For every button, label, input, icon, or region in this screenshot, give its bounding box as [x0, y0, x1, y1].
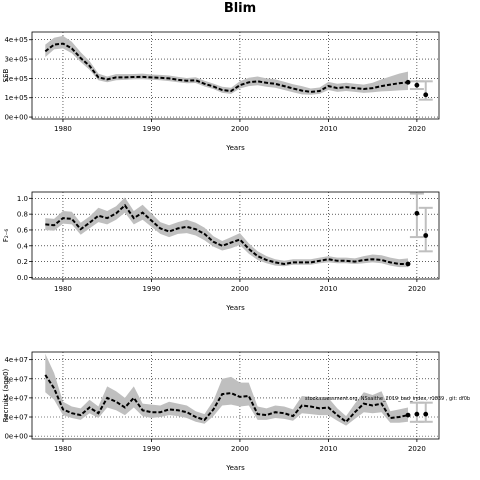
- ssb-xaxis-label: Years: [225, 144, 245, 152]
- fishing-mortality-last-estimate-point: [405, 261, 411, 267]
- recruits-xaxis-label: Years: [225, 464, 245, 472]
- fishing-mortality-ytick-label: 1.0: [17, 195, 28, 203]
- ssb-confidence-band: [45, 35, 409, 95]
- ssb-ytick-label: 0e+00: [4, 114, 28, 122]
- fishing-mortality-ytick-label: 0.2: [17, 258, 28, 266]
- ssb-ytick-label: 1e+05: [4, 94, 28, 102]
- fishing-mortality-plot-frame: [31, 191, 440, 280]
- ssb-yaxis-label: SSB: [2, 68, 10, 82]
- recruits-ytick-label: 3e+07: [4, 375, 28, 383]
- ssb-xtick-label: 2000: [231, 125, 249, 133]
- recruits-ytick-label: 2e+07: [4, 394, 28, 402]
- ssb-xtick-label: 1980: [54, 125, 72, 133]
- recruits-projection-point: [414, 411, 420, 417]
- figure-title: Blim: [224, 1, 256, 16]
- recruits-plot-frame: [31, 351, 440, 440]
- fishing-mortality-xtick-label: 1990: [143, 285, 161, 293]
- recruits-xtick-label: 2000: [231, 445, 249, 453]
- chart-panels: 1980 1990 2000 2010 2020 0e+00 1e+05 2e+05 3e+05…: [2, 31, 470, 472]
- fishing-mortality-projection-point: [414, 210, 420, 216]
- recruits-xtick-label: 2020: [408, 445, 426, 453]
- ssb-xtick-label: 2020: [408, 125, 426, 133]
- fishing-mortality-xtick-label: 2010: [319, 285, 337, 293]
- recruits-panel: 1980 1990 2000 2010 2020 0e+00 1e+07 2e+07 3e+07…: [2, 351, 470, 472]
- recruits-xtick-label: 2010: [319, 445, 337, 453]
- fishing-mortality-estimate-line: [45, 203, 408, 266]
- fishing-mortality-ytick-label: 0.4: [17, 242, 29, 250]
- recruits-annotation: stockassessment.org, NSsaithe_2019_bad_i…: [305, 396, 470, 402]
- fishing-mortality-projection-point: [423, 233, 429, 238]
- fishing-mortality-panel: 1980 1990 2000 2010 2020 0.0 0.2 0.4 0.6 0.8 1.0 Ye…: [2, 191, 440, 312]
- recruits-ytick-label: 0e+00: [4, 433, 28, 441]
- recruits-xtick-label: 1980: [54, 445, 72, 453]
- fishing-mortality-xtick-label: 1980: [54, 285, 72, 293]
- fishing-mortality-yaxis-label: F₂₋₆: [2, 229, 10, 243]
- ssb-xtick-label: 2010: [319, 125, 337, 133]
- recruits-estimate-line: [44, 374, 409, 424]
- ssb-ytick-label: 3e+05: [4, 56, 28, 64]
- recruits-xtick-label: 1990: [143, 445, 161, 453]
- fishing-mortality-xaxis-label: Years: [225, 304, 245, 312]
- recruits-projection-point: [423, 411, 429, 417]
- fishing-mortality-confidence-band: [45, 197, 409, 268]
- fishing-mortality-ytick-label: 0.6: [17, 226, 29, 234]
- ssb-xtick-label: 1990: [143, 125, 161, 133]
- ssb-ytick-label: 2e+05: [4, 75, 28, 83]
- recruits-yaxis-label: Recruits (age0): [2, 368, 10, 422]
- ssb-last-estimate-point: [405, 79, 411, 85]
- ssb-estimate-line: [44, 42, 409, 93]
- fishing-mortality-ytick-label: 0.8: [17, 211, 28, 219]
- fishing-mortality-xtick-label: 2020: [408, 285, 426, 293]
- recruits-ytick-label: 1e+07: [4, 414, 28, 422]
- ssb-projection-point: [414, 82, 420, 88]
- ssb-plot-frame: [31, 31, 440, 120]
- ssb-projection-point: [423, 92, 429, 98]
- fishing-mortality-ytick-label: 0.0: [17, 274, 28, 282]
- fishing-mortality-xtick-label: 2000: [231, 285, 249, 293]
- ssb-ytick-label: 4e+05: [4, 36, 28, 44]
- recruits-last-estimate-point: [405, 412, 411, 418]
- recruits-ytick-label: 4e+07: [4, 356, 28, 364]
- ssb-panel: 1980 1990 2000 2010 2020 0e+00 1e+05 2e+05 3e+05…: [2, 31, 440, 152]
